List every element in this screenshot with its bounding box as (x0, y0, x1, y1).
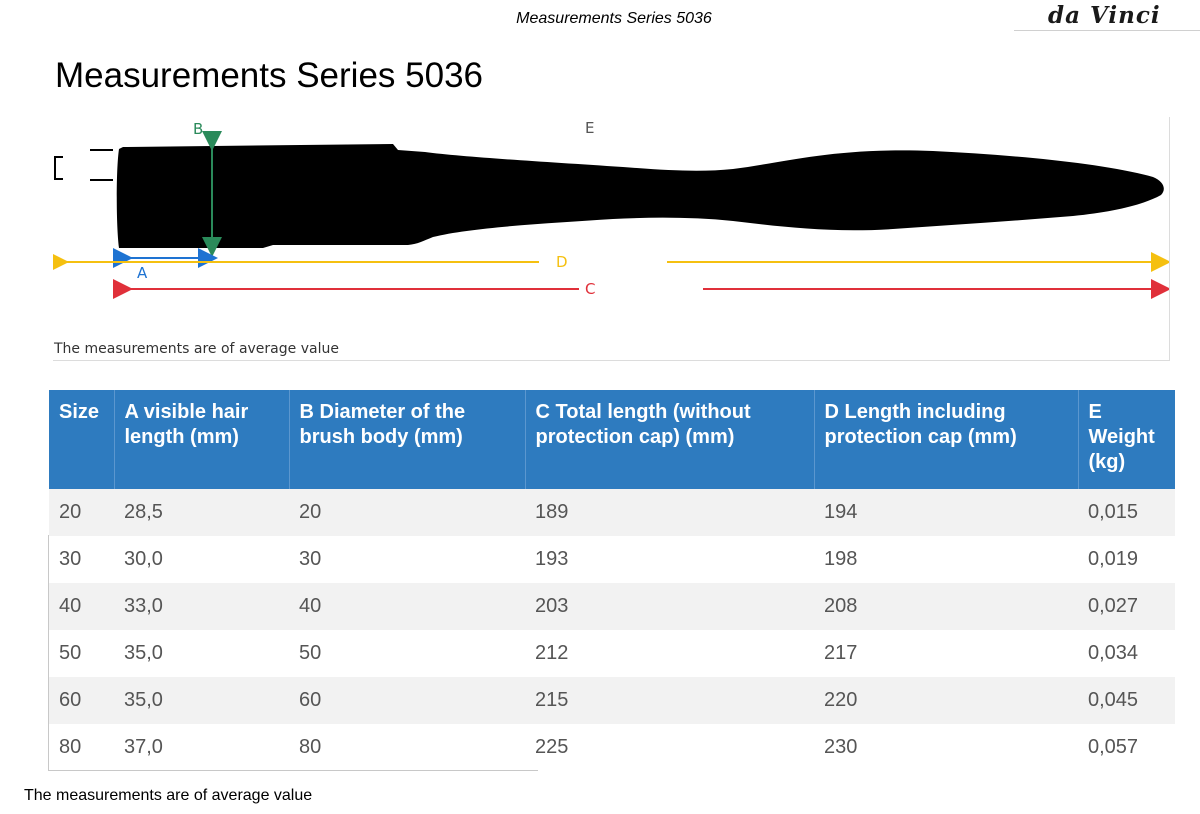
cell-e: 0,015 (1078, 489, 1175, 536)
cell-size: 50 (49, 630, 114, 677)
cell-size: 20 (49, 489, 114, 536)
table-row: 40 33,0 40 203 208 0,027 (49, 583, 1175, 630)
cell-a: 33,0 (114, 583, 289, 630)
cell-b: 50 (289, 630, 525, 677)
header-b: B Diameter of the brush body (mm) (289, 390, 526, 489)
brush-diagram: B E A D C The measurements are of averag… (53, 117, 1170, 361)
cell-a: 37,0 (114, 724, 289, 771)
table-bottom-rule (48, 770, 538, 771)
cell-c: 215 (525, 677, 814, 724)
cell-c: 193 (525, 536, 814, 583)
label-a: A (137, 264, 148, 282)
table-header-row: Size A visible hair length (mm) B Diamet… (49, 390, 1175, 489)
brush-diagram-svg: B E A D C (53, 119, 1169, 299)
table-row: 60 35,0 60 215 220 0,045 (49, 677, 1175, 724)
cell-b: 30 (289, 536, 525, 583)
cell-a: 28,5 (114, 489, 289, 536)
brand-logo: da Vinci (1014, 0, 1200, 31)
cell-b: 20 (289, 489, 525, 536)
cell-e: 0,045 (1078, 677, 1175, 724)
cell-e: 0,057 (1078, 724, 1175, 771)
cell-d: 194 (814, 489, 1078, 536)
label-d: D (556, 253, 568, 271)
cell-d: 208 (814, 583, 1078, 630)
page-title: Measurements Series 5036 (55, 56, 483, 95)
cell-size: 80 (49, 724, 114, 771)
diagram-note: The measurements are of average value (54, 341, 339, 357)
cell-size: 40 (49, 583, 114, 630)
cell-c: 189 (525, 489, 814, 536)
label-c: C (585, 280, 595, 298)
cell-b: 80 (289, 724, 525, 771)
label-b: B (193, 120, 203, 138)
table-row: 80 37,0 80 225 230 0,057 (49, 724, 1175, 771)
cell-b: 40 (289, 583, 525, 630)
table-row: 30 30,0 30 193 198 0,019 (49, 536, 1175, 583)
cell-a: 35,0 (114, 677, 289, 724)
cell-a: 30,0 (114, 536, 289, 583)
brush-silhouette (116, 144, 1164, 248)
footer-note: The measurements are of average value (24, 787, 313, 804)
cell-b: 60 (289, 677, 525, 724)
cell-c: 203 (525, 583, 814, 630)
header-e: E Weight (kg) (1078, 390, 1175, 489)
cell-d: 230 (814, 724, 1078, 771)
cell-e: 0,034 (1078, 630, 1175, 677)
header-a: A visible hair length (mm) (114, 390, 290, 489)
cell-d: 217 (814, 630, 1078, 677)
cap-bracket-icon (54, 149, 113, 181)
cell-e: 0,019 (1078, 536, 1175, 583)
cell-d: 198 (814, 536, 1078, 583)
measurements-table: Size A visible hair length (mm) B Diamet… (49, 390, 1175, 771)
header-c: C Total length (without protection cap) … (525, 390, 815, 489)
cell-size: 60 (49, 677, 114, 724)
header-title: Measurements Series 5036 (516, 10, 712, 27)
header-size: Size (49, 390, 115, 489)
label-e: E (585, 119, 594, 137)
table-row: 20 28,5 20 189 194 0,015 (49, 489, 1175, 536)
header-d: D Length including protection cap (mm) (814, 390, 1079, 489)
cell-a: 35,0 (114, 630, 289, 677)
logo-text: da Vinci (1048, 2, 1161, 29)
table-left-rule (48, 535, 49, 770)
cell-c: 225 (525, 724, 814, 771)
cell-size: 30 (49, 536, 114, 583)
cell-d: 220 (814, 677, 1078, 724)
cell-e: 0,027 (1078, 583, 1175, 630)
cell-c: 212 (525, 630, 814, 677)
table-row: 50 35,0 50 212 217 0,034 (49, 630, 1175, 677)
